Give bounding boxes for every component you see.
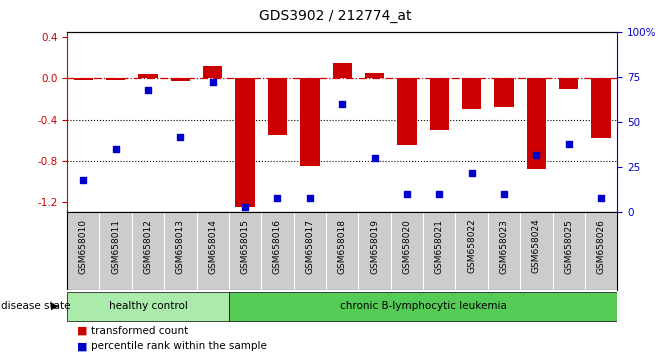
Text: ■: ■ bbox=[77, 341, 88, 351]
Text: percentile rank within the sample: percentile rank within the sample bbox=[91, 341, 266, 351]
Text: healthy control: healthy control bbox=[109, 301, 187, 311]
Point bbox=[369, 155, 380, 161]
Text: GSM658013: GSM658013 bbox=[176, 219, 185, 274]
Text: GSM658016: GSM658016 bbox=[273, 219, 282, 274]
Text: GSM658017: GSM658017 bbox=[305, 219, 314, 274]
Text: GDS3902 / 212774_at: GDS3902 / 212774_at bbox=[259, 9, 412, 23]
Bar bbox=[462, 78, 481, 109]
Point bbox=[175, 134, 186, 139]
Text: GSM658012: GSM658012 bbox=[144, 219, 152, 274]
Text: GSM658020: GSM658020 bbox=[403, 219, 411, 274]
Bar bbox=[591, 78, 611, 138]
Point bbox=[499, 192, 509, 197]
Point bbox=[240, 204, 250, 210]
Point bbox=[272, 195, 283, 201]
Point bbox=[110, 147, 121, 152]
Point bbox=[531, 152, 541, 158]
Bar bbox=[527, 78, 546, 169]
Text: GSM658025: GSM658025 bbox=[564, 219, 573, 274]
Text: GSM658010: GSM658010 bbox=[79, 219, 88, 274]
Bar bbox=[106, 78, 125, 80]
Text: disease state: disease state bbox=[1, 301, 71, 311]
Bar bbox=[333, 63, 352, 78]
Text: ■: ■ bbox=[77, 326, 88, 336]
Point bbox=[337, 101, 348, 107]
Text: GSM658014: GSM658014 bbox=[208, 219, 217, 274]
Bar bbox=[559, 78, 578, 88]
Point bbox=[207, 80, 218, 85]
Point bbox=[434, 192, 445, 197]
Point bbox=[305, 195, 315, 201]
FancyBboxPatch shape bbox=[67, 292, 229, 321]
Text: ▶: ▶ bbox=[51, 301, 58, 311]
Bar bbox=[300, 78, 319, 166]
Bar bbox=[170, 78, 190, 81]
Bar bbox=[268, 78, 287, 135]
Text: GSM658024: GSM658024 bbox=[532, 219, 541, 273]
Text: GSM658018: GSM658018 bbox=[338, 219, 347, 274]
Text: chronic B-lymphocytic leukemia: chronic B-lymphocytic leukemia bbox=[340, 301, 507, 311]
Text: GSM658019: GSM658019 bbox=[370, 219, 379, 274]
Point bbox=[466, 170, 477, 176]
Point bbox=[596, 195, 607, 201]
FancyBboxPatch shape bbox=[229, 292, 617, 321]
Text: GSM658015: GSM658015 bbox=[241, 219, 250, 274]
Bar bbox=[397, 78, 417, 145]
Point bbox=[401, 192, 412, 197]
Bar bbox=[74, 78, 93, 80]
Text: GSM658021: GSM658021 bbox=[435, 219, 444, 274]
Text: GSM658023: GSM658023 bbox=[499, 219, 509, 274]
Bar bbox=[236, 78, 255, 207]
Bar bbox=[429, 78, 449, 130]
Bar bbox=[495, 78, 514, 107]
Text: transformed count: transformed count bbox=[91, 326, 188, 336]
Text: GSM658011: GSM658011 bbox=[111, 219, 120, 274]
Point bbox=[564, 141, 574, 147]
Text: GSM658022: GSM658022 bbox=[467, 219, 476, 273]
Text: GSM658026: GSM658026 bbox=[597, 219, 606, 274]
Bar bbox=[365, 73, 384, 78]
Point bbox=[78, 177, 89, 183]
Bar bbox=[203, 66, 223, 78]
Point bbox=[143, 87, 154, 92]
Bar bbox=[138, 74, 158, 78]
